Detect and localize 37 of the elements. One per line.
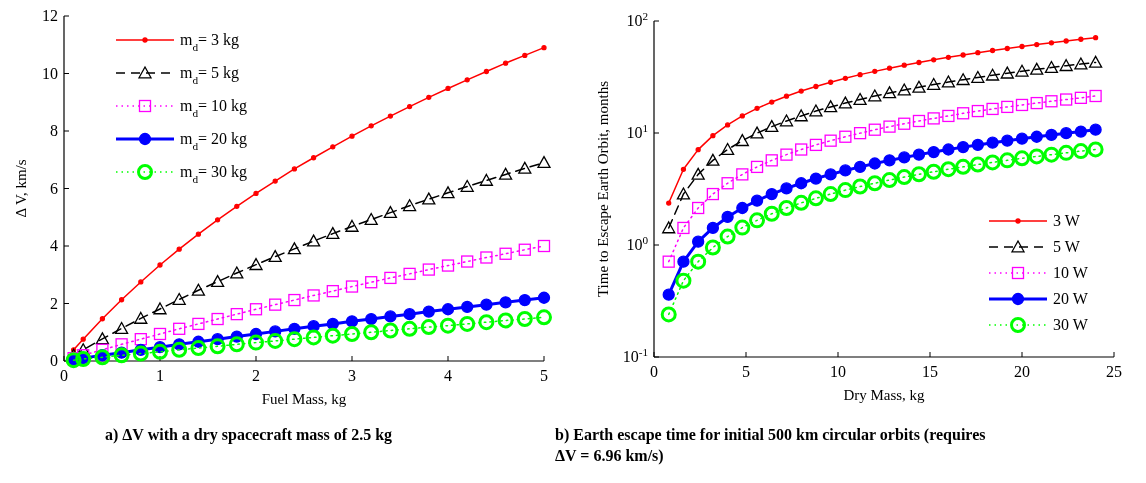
x-axis-title: Fuel Mass, kg [261,391,347,407]
text: a) ΔV with a dry spacecraft mass of 2.5 kg [105,426,393,444]
y-tick-label: 0 [50,352,58,369]
x-tick-label: 5 [540,367,548,384]
y-tick-label: 10$^{-1}$ [622,346,648,365]
y-tick-label: 10$^{2}$ [626,10,648,29]
x-tick-label: 3 [348,367,356,384]
x-tick-label: 15 [922,363,938,380]
y-tick-label: 4 [50,237,58,254]
y-tick-label: 10$^{0}$ [626,234,649,253]
legend-label: m$_{d}$= 20 kg [180,130,248,152]
x-tick-label: 1 [156,367,164,384]
legend-label: 10 W [1053,264,1089,281]
x-tick-label: 2 [252,367,260,384]
y-tick-label: 6 [50,179,58,197]
y-tick-label: 8 [50,122,58,139]
y-axis-title: Δ V, km/s [13,159,29,218]
legend-label: m$_{d}$= 3 kg [180,31,240,53]
x-tick-label: 10 [830,363,846,380]
x-tick-label: 20 [1014,363,1030,380]
x-axis-title: Dry Mass, kg [843,387,926,403]
legend-label: 5 W [1053,238,1081,255]
x-tick-label: 4 [444,367,452,384]
legend-label: 30 W [1053,316,1089,333]
legend-label: 20 W [1053,290,1089,307]
y-tick-label: 10 [42,64,58,82]
text: b) Earth escape time for initial 500 km circular orbits (requires ΔV = 6.96 km/s) [555,426,986,465]
x-tick-label: 25 [1106,363,1122,380]
legend-label: m$_{d}$= 5 kg [180,64,240,86]
y-tick-label: 10$^{1}$ [626,122,648,141]
legend-label: m$_{d}$= 10 kg [180,97,248,119]
y-axis-title: Time to Escape Earth Orbit, months [595,80,611,298]
legend-label: m$_{d}$= 30 kg [180,163,248,185]
legend-label: 3 W [1053,212,1081,229]
y-tick-label: 12 [42,7,58,24]
x-tick-label: 5 [742,363,750,380]
y-tick-label: 2 [50,294,58,312]
